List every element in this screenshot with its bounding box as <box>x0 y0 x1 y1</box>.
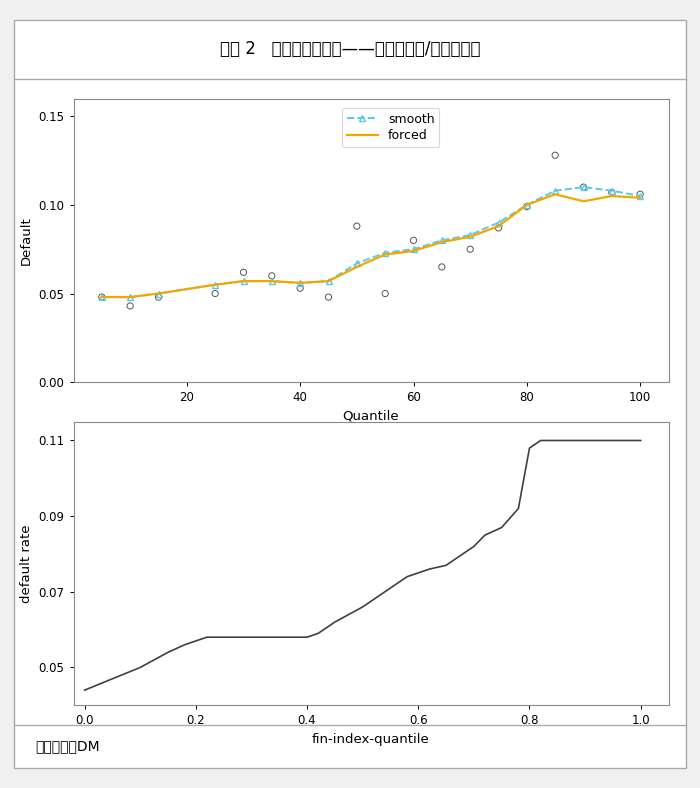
forced <box>211 280 219 289</box>
Point <box>465 243 476 255</box>
Point <box>96 291 107 303</box>
smooth <box>324 277 332 286</box>
forced <box>296 278 304 288</box>
forced <box>239 277 248 286</box>
smooth <box>438 236 446 245</box>
forced <box>580 197 588 206</box>
Point <box>606 186 617 199</box>
Point <box>550 149 561 162</box>
Point <box>578 181 589 194</box>
Point <box>351 220 363 232</box>
smooth <box>154 289 162 299</box>
forced <box>438 237 446 247</box>
forced <box>636 193 645 203</box>
forced <box>551 190 559 199</box>
smooth <box>353 258 361 268</box>
smooth <box>211 280 219 289</box>
forced <box>608 191 616 201</box>
smooth <box>551 186 559 195</box>
Point <box>238 266 249 279</box>
Point <box>209 288 220 300</box>
X-axis label: fin-index-quantile: fin-index-quantile <box>312 733 430 746</box>
forced <box>126 292 134 302</box>
smooth <box>494 218 503 228</box>
smooth <box>97 292 106 302</box>
Point <box>522 200 533 213</box>
Point <box>379 288 391 300</box>
Text: 图表 2   违约率转换示例——关联方占款/营业总收入: 图表 2 违约率转换示例——关联方占款/营业总收入 <box>220 40 480 58</box>
smooth <box>466 230 475 240</box>
Point <box>153 291 164 303</box>
smooth <box>239 277 248 286</box>
Legend: smooth, forced: smooth, forced <box>342 108 440 147</box>
Point <box>125 299 136 312</box>
forced <box>466 232 475 241</box>
Point <box>266 269 277 282</box>
forced <box>381 250 389 259</box>
forced <box>494 221 503 231</box>
X-axis label: Quantile: Quantile <box>343 410 399 423</box>
forced <box>154 289 162 299</box>
Line: forced: forced <box>102 195 640 297</box>
smooth <box>126 292 134 302</box>
forced <box>97 292 106 302</box>
smooth <box>410 244 418 254</box>
Y-axis label: default rate: default rate <box>20 524 33 603</box>
forced <box>324 277 332 286</box>
Point <box>635 188 646 201</box>
Line: smooth: smooth <box>99 184 643 300</box>
Point <box>295 282 306 295</box>
Y-axis label: Default: Default <box>20 216 33 265</box>
smooth <box>636 191 645 201</box>
Point <box>408 234 419 247</box>
forced <box>523 200 531 210</box>
forced <box>267 277 276 286</box>
forced <box>353 262 361 272</box>
smooth <box>381 248 389 258</box>
Point <box>493 221 504 234</box>
forced <box>410 247 418 256</box>
smooth <box>267 277 276 286</box>
smooth <box>580 183 588 192</box>
Point <box>436 261 447 273</box>
smooth <box>608 186 616 195</box>
smooth <box>296 278 304 288</box>
Point <box>323 291 334 303</box>
Text: 资料来源：DM: 资料来源：DM <box>35 740 99 753</box>
smooth <box>523 200 531 210</box>
